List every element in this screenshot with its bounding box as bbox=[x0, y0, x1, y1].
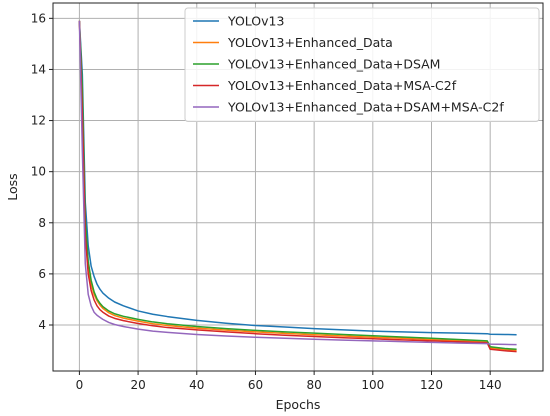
y-axis-ticks: 4 6 8 10 12 14 16 bbox=[31, 11, 53, 332]
x-tick-label: 120 bbox=[420, 378, 443, 392]
x-axis-ticks: 0 20 40 60 80 100 120 140 bbox=[76, 371, 502, 392]
y-tick-label: 14 bbox=[31, 62, 46, 76]
y-tick-label: 4 bbox=[38, 318, 46, 332]
legend-label-1: YOLOv13+Enhanced_Data bbox=[227, 35, 393, 50]
x-tick-label: 100 bbox=[361, 378, 384, 392]
legend-label-0: YOLOv13 bbox=[227, 14, 284, 29]
series-line-2 bbox=[78, 20, 517, 351]
x-axis-label: Epochs bbox=[276, 397, 321, 412]
x-tick-label: 60 bbox=[248, 378, 263, 392]
legend-label-3: YOLOv13+Enhanced_Data+MSA-C2f bbox=[227, 78, 457, 93]
y-tick-label: 16 bbox=[31, 11, 46, 25]
y-axis-label: Loss bbox=[5, 173, 20, 200]
legend-label-2: YOLOv13+Enhanced_Data+DSAM bbox=[227, 57, 440, 72]
series-line-0 bbox=[78, 20, 517, 336]
series-line-3 bbox=[78, 20, 517, 353]
x-tick-label: 80 bbox=[306, 378, 321, 392]
series-layer bbox=[78, 20, 517, 353]
y-tick-label: 10 bbox=[31, 165, 46, 179]
x-tick-label: 20 bbox=[130, 378, 145, 392]
y-tick-label: 12 bbox=[31, 114, 46, 128]
y-tick-label: 6 bbox=[38, 267, 46, 281]
x-tick-label: 0 bbox=[76, 378, 84, 392]
x-tick-label: 40 bbox=[189, 378, 204, 392]
x-tick-label: 140 bbox=[479, 378, 502, 392]
series-line-4 bbox=[78, 20, 517, 346]
legend-box bbox=[184, 7, 540, 122]
legend: YOLOv13 YOLOv13+Enhanced_Data YOLOv13+Enha… bbox=[184, 7, 540, 122]
plot-frame bbox=[52, 2, 544, 372]
y-tick-label: 8 bbox=[38, 216, 46, 230]
legend-label-4: YOLOv13+Enhanced_Data+DSAM+MSA-C2f bbox=[227, 100, 504, 115]
